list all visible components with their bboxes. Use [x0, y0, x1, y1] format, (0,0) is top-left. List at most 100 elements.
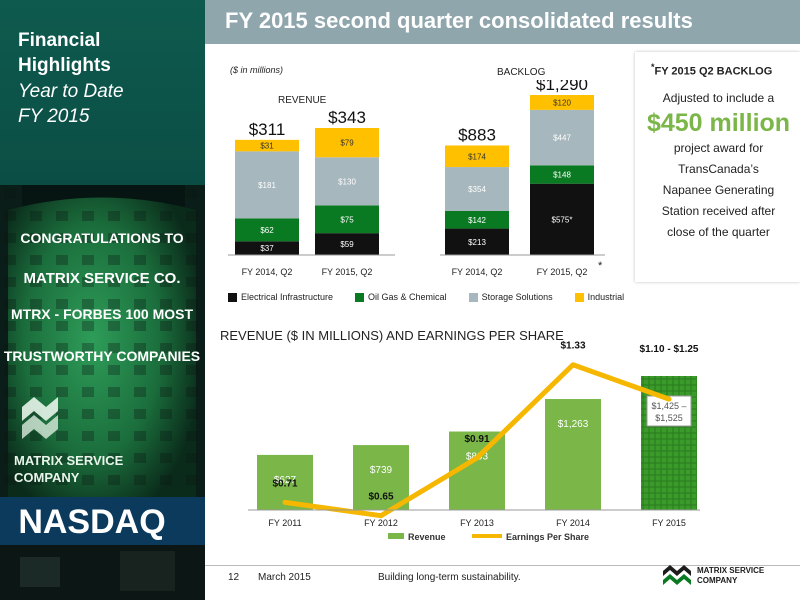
- sign-line-2: MATRIX SERVICE CO.: [24, 270, 181, 287]
- bar-value-label: $142: [468, 216, 486, 225]
- bar-total-label: $311: [249, 120, 286, 139]
- panel-title-line-1: Financial: [18, 30, 101, 51]
- revenue-value-label: $1,425 –: [651, 401, 686, 411]
- nasdaq-tower-photo: CONGRATULATIONS TO MATRIX SERVICE CO. MT…: [0, 185, 205, 600]
- bar-segment-electrical-infrastructure-1: [235, 241, 299, 255]
- bar-segment-storage-solutions-3: [445, 167, 509, 211]
- year-label: FY 2015: [652, 518, 686, 528]
- company-logo-icon: [663, 565, 691, 585]
- eps-value-label: $1.33: [560, 341, 585, 352]
- revenue-value-label-cont: $1,525: [655, 413, 683, 423]
- revenue-value-label: $627: [274, 475, 297, 486]
- category-label: FY 2015, Q2: [322, 267, 373, 277]
- revenue-backlog-chart: $37 $62 $181 $31 $311 FY 2014, Q2 $59 $75 $130 $7…: [228, 80, 605, 277]
- sign-line-3: MTRX - FORBES 100 MOST: [11, 306, 193, 322]
- eps-line: [282, 362, 672, 519]
- photo-exchange-name: NASDAQ: [18, 503, 165, 541]
- bar-value-label: $181: [258, 181, 276, 190]
- panel-subtitle-line-1: Year to Date: [18, 81, 124, 102]
- page-number: 12: [228, 572, 240, 583]
- legend-label-electrical: Electrical Infrastructure: [241, 292, 334, 302]
- panel-title-line-2: Highlights: [18, 55, 111, 76]
- footer-company-line-1: MATRIX SERVICE: [697, 566, 765, 575]
- bar-segment-industrial-3: [445, 145, 509, 168]
- legend-swatch-electrical: [228, 292, 237, 302]
- callout-line-3: TransCanada’s: [678, 162, 759, 176]
- revenue-bar-2: [353, 445, 409, 510]
- revenue-group-label: REVENUE: [278, 95, 327, 106]
- bar-segment-industrial-1: [235, 139, 299, 152]
- legend-label-storage: Storage Solutions: [481, 292, 553, 302]
- bar-segment-industrial-4: [530, 95, 594, 110]
- year-label: FY 2012: [364, 518, 398, 528]
- legend-label-revenue: Revenue: [408, 532, 446, 542]
- bar-value-label: $79: [340, 139, 354, 148]
- year-label: FY 2013: [460, 518, 494, 528]
- legend-swatch-storage: [468, 292, 478, 302]
- revenue-eps-chart-title: REVENUE ($ IN MILLIONS) AND EARNINGS PER…: [220, 328, 564, 343]
- combo-legend: Revenue Earnings Per Share: [388, 532, 589, 542]
- sign-line-1: CONGRATULATIONS TO: [20, 230, 183, 246]
- bar-value-label: $148: [553, 171, 571, 180]
- bar-value-label: $120: [553, 98, 571, 107]
- bar-value-label: $213: [468, 238, 486, 247]
- legend-label-oil-gas: Oil Gas & Chemical: [368, 292, 447, 302]
- revenue-bar-4: [545, 399, 601, 510]
- panel-subtitle-line-2: FY 2015: [18, 106, 90, 127]
- eps-value-label: $0.71: [272, 478, 297, 489]
- legend-label-industrial: Industrial: [587, 292, 625, 302]
- bar-value-label: $59: [340, 240, 354, 249]
- callout-heading: *FY 2015 Q2 BACKLOG: [651, 62, 772, 78]
- stacked-chart-legend: Electrical Infrastructure Oil Gas & Chem…: [228, 290, 646, 304]
- title-bar: [205, 0, 800, 44]
- tower-logo-icon: [22, 397, 58, 439]
- bar-total-label: $883: [458, 125, 496, 144]
- bar-segment-storage-solutions-1: [235, 151, 299, 219]
- bar-total-label: $343: [328, 108, 366, 127]
- category-footnote-mark: *: [598, 260, 603, 272]
- bar-value-label: $447: [553, 134, 571, 143]
- legend-swatch-industrial: [574, 292, 584, 302]
- backlog-callout: [635, 52, 800, 282]
- callout-heading-text: FY 2015 Q2 BACKLOG: [654, 65, 773, 78]
- callout-line-6: close of the quarter: [667, 225, 770, 239]
- eps-value-label: $1.10 - $1.25: [640, 344, 699, 355]
- footer-tagline: Building long-term sustainability.: [378, 572, 521, 583]
- legend-item-oil-gas: Oil Gas & Chemical: [355, 292, 447, 302]
- sign-line-4: TRUSTWORTHY COMPANIES: [4, 348, 200, 364]
- legend-item-industrial: Industrial: [574, 292, 625, 302]
- bar-segment-storage-solutions-2: [315, 157, 379, 206]
- photo-logo-line-1: MATRIX SERVICE: [14, 453, 124, 468]
- revenue-value-label: $739: [370, 465, 393, 476]
- bar-value-label: $174: [468, 152, 486, 161]
- stacked-bars: $37 $62 $181 $31 $311 FY 2014, Q2 $59 $75 $130 $7…: [235, 80, 603, 277]
- bar-segment-electrical-infrastructure-4: [530, 183, 594, 255]
- slide-title: FY 2015 second quarter consolidated resu…: [225, 8, 693, 33]
- footer-date: March 2015: [258, 572, 311, 583]
- callout-line-1: Adjusted to include a: [662, 91, 775, 105]
- legend-swatch-revenue: [388, 533, 404, 539]
- eps-value-label: $0.65: [368, 492, 393, 503]
- callout-heading-mark: *: [651, 62, 655, 72]
- bar-value-label: $31: [260, 142, 274, 151]
- left-panel: Financial Highlights Year to Date FY 201…: [0, 0, 205, 600]
- bar-segment-electrical-infrastructure-3: [445, 228, 509, 255]
- category-label: FY 2015, Q2: [537, 267, 588, 277]
- legend-item-electrical: Electrical Infrastructure: [228, 292, 333, 302]
- category-label: FY 2014, Q2: [452, 267, 503, 277]
- photo-logo-line-2: COMPANY: [14, 470, 80, 485]
- bar-value-label: $75: [340, 215, 354, 224]
- callout-line-4: Napanee Generating: [662, 183, 775, 197]
- footer-company-name: MATRIX SERVICE COMPANY: [697, 566, 764, 586]
- bar-segment-industrial-2: [315, 128, 379, 158]
- bar-value-label: $575*: [552, 215, 573, 224]
- bar-value-label: $354: [468, 185, 486, 194]
- year-label: FY 2014: [556, 518, 590, 528]
- legend-item-storage: Storage Solutions: [468, 292, 553, 302]
- bar-segment-oil-gas-chemical-2: [315, 205, 379, 234]
- bar-value-label: $37: [260, 244, 274, 253]
- eps-value-label: $0.91: [464, 434, 489, 445]
- bar-value-label: $62: [260, 226, 274, 235]
- callout-line-5: Station received after: [661, 204, 776, 218]
